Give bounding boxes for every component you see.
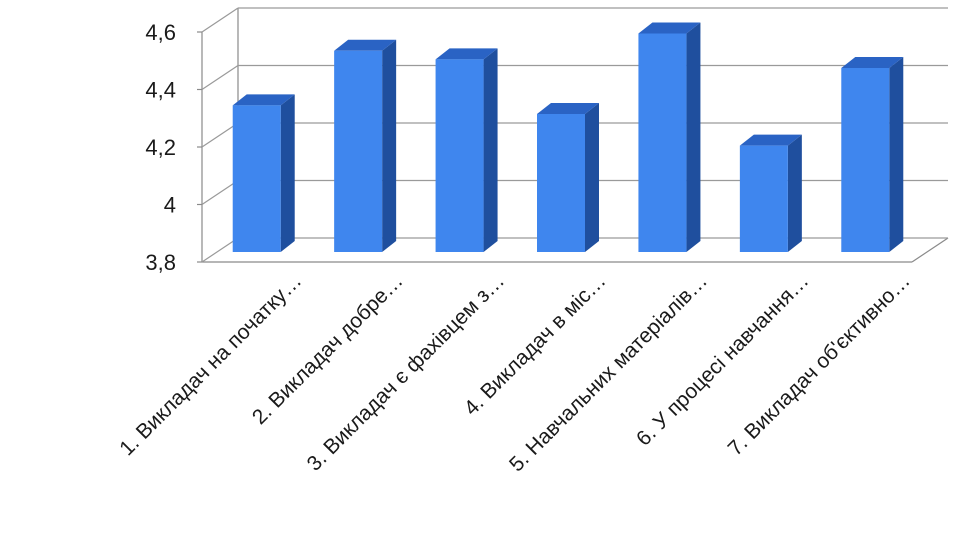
bar-front-face bbox=[334, 50, 383, 252]
y-tick-label: 4,4 bbox=[145, 78, 176, 103]
gridline-diagonal bbox=[201, 7, 239, 33]
bar-top-face bbox=[435, 48, 498, 60]
gridline-diagonal bbox=[201, 180, 239, 205]
gridline-diagonal bbox=[201, 65, 239, 90]
bar-top-face bbox=[841, 57, 904, 68]
bars bbox=[232, 22, 904, 252]
bar bbox=[232, 94, 295, 252]
bar-top-face bbox=[537, 103, 599, 114]
x-axis-category-labels: 1. Викладач на початку…2. Викладач добре… bbox=[115, 269, 915, 476]
bar-front-face bbox=[739, 145, 788, 252]
x-category-label: 5. Навчальних матеріалів… bbox=[505, 269, 712, 476]
floor-right-edge bbox=[911, 237, 949, 263]
bar-side-face bbox=[787, 134, 802, 252]
bar-top-face bbox=[232, 94, 295, 106]
y-axis-tick-labels: 3,8 4 4,2 4,4 4,6 bbox=[145, 20, 176, 275]
y-tick-label: 4 bbox=[164, 193, 176, 218]
bar bbox=[841, 57, 904, 252]
x-category-label: 3. Викладач є фахівцем з… bbox=[303, 269, 509, 475]
bar-top-face bbox=[638, 22, 701, 34]
bar-front-face bbox=[638, 33, 687, 252]
bar bbox=[739, 134, 802, 252]
bar bbox=[537, 103, 599, 252]
bar-side-face bbox=[585, 103, 599, 252]
bar-side-face bbox=[382, 39, 397, 252]
gridline-diagonal bbox=[201, 237, 239, 263]
bar-side-face bbox=[889, 57, 904, 252]
bar-side-face bbox=[280, 94, 295, 252]
bar-front-face bbox=[435, 59, 484, 252]
bar-side-face bbox=[483, 48, 498, 252]
gridline-diagonal bbox=[201, 122, 239, 148]
x-category-label: 6. У процесі навчання… bbox=[632, 269, 813, 450]
bar-front-face bbox=[537, 114, 585, 252]
bar bbox=[638, 22, 701, 252]
x-category-label: 1. Викладач на початку… bbox=[115, 269, 306, 460]
bar bbox=[435, 48, 498, 252]
y-tick-label: 4,2 bbox=[145, 135, 176, 160]
y-tick-label: 3,8 bbox=[145, 250, 176, 275]
x-category-label: 7. Викладач об'єктивно… bbox=[724, 269, 915, 460]
bar-side-face bbox=[686, 22, 701, 252]
bar-front-face bbox=[841, 68, 890, 252]
y-tick-label: 4,6 bbox=[145, 20, 176, 45]
bar-top-face bbox=[739, 134, 802, 146]
bar bbox=[334, 39, 397, 252]
bar-front-face bbox=[232, 105, 281, 252]
bar-top-face bbox=[334, 39, 397, 51]
